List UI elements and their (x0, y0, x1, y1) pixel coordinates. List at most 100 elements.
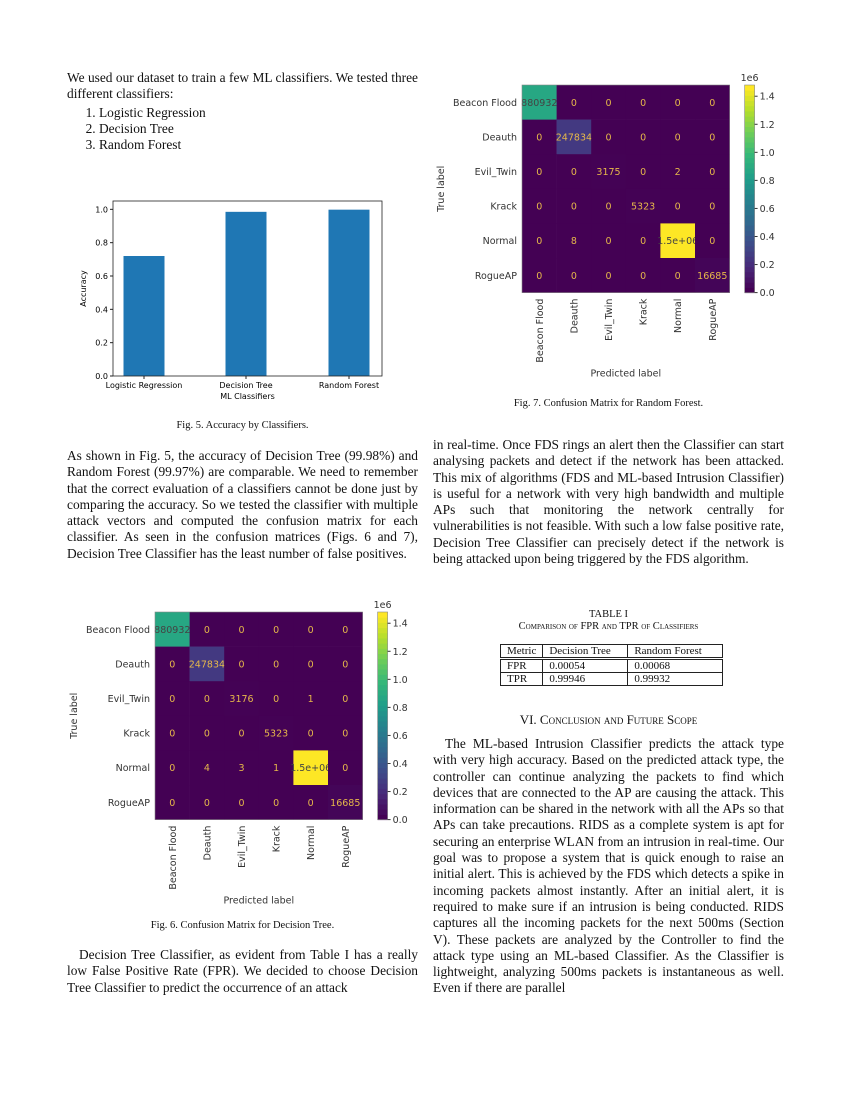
matrix-cell (591, 188, 627, 224)
table-row: FPR 0.00054 0.00068 (499, 658, 724, 673)
x-tick-label: Krack (639, 298, 650, 325)
cell-value: 0 (675, 202, 681, 213)
cell-value: 0 (605, 98, 611, 109)
colorbar-segment (744, 214, 755, 221)
colorbar-segment (744, 230, 755, 237)
matrix-cell (522, 85, 557, 120)
table-cell: 0.00068 (627, 658, 724, 673)
colorbar (377, 611, 388, 820)
colorbar-segment (744, 261, 755, 268)
matrix-cell (522, 119, 557, 155)
colorbar-segment (377, 762, 388, 769)
list-item: Logistic Regression (99, 105, 418, 121)
cell-value: 3175 (596, 167, 620, 178)
matrix-cell (258, 681, 294, 717)
x-axis-label: Predicted label (591, 369, 662, 380)
y-tick-label: RogueAP (475, 271, 517, 282)
matrix-cell (224, 681, 260, 717)
matrix-cell (660, 154, 696, 190)
cell-value: 0 (640, 167, 646, 178)
cell-value: 880932 (521, 98, 557, 109)
cell-value: 0 (640, 132, 646, 143)
matrix-cell (224, 646, 260, 682)
cell-value: 0 (273, 625, 279, 636)
cell-value: 3 (238, 763, 244, 774)
paragraph: Decision Tree Classifier, as evident fro… (67, 947, 418, 995)
table-header: Decision Tree (542, 644, 629, 659)
matrix-cell (556, 188, 592, 224)
colorbar-segment (377, 720, 388, 727)
colorbar-segment (744, 219, 755, 226)
table-title: TABLE I (588, 609, 629, 620)
cell-value: 0 (571, 271, 577, 282)
matrix-cell (258, 612, 294, 647)
cell-value: 0 (605, 132, 611, 143)
cell-value: 1 (308, 694, 314, 705)
colorbar-segment (744, 251, 755, 257)
matrix-cell (293, 715, 329, 751)
bar (328, 209, 370, 376)
matrix-cell (522, 188, 557, 224)
colorbar-segment (377, 804, 388, 810)
left-para3: Decision Tree Classifier, as evident fro… (67, 947, 418, 996)
right-para2: The ML-based Intrusion Classifier predic… (433, 736, 784, 997)
colorbar-segment (377, 783, 388, 789)
x-tick-label: Random Forest (319, 381, 379, 390)
colorbar-tick-label: 0.0 (760, 288, 775, 299)
cell-value: 0 (308, 659, 314, 670)
colorbar-segment (377, 695, 388, 701)
colorbar-segment (744, 90, 755, 96)
cell-value: 0 (169, 798, 175, 809)
y-tick-label: 0.0 (95, 372, 108, 381)
cell-value: 0 (204, 625, 210, 636)
colorbar-segment (744, 121, 755, 128)
y-tick-label: Krack (123, 729, 150, 740)
colorbar-segment (377, 798, 388, 805)
cell-value: 247834 (556, 132, 592, 143)
fig5-caption: Fig. 5. Accuracy by Classifiers. (176, 420, 309, 431)
matrix-cell (189, 612, 225, 647)
colorbar-segment (744, 110, 755, 117)
cell-value: 16685 (330, 798, 360, 809)
matrix-cell (293, 785, 329, 820)
colorbar-segment (744, 173, 755, 179)
cell-value: 0 (536, 271, 542, 282)
cell-value: 0 (308, 625, 314, 636)
x-tick-label: Beacon Flood (168, 826, 179, 890)
colorbar-segment (377, 767, 388, 774)
y-tick-label: Beacon Flood (86, 625, 150, 636)
colorbar-segment (377, 632, 388, 639)
matrix-cell (695, 85, 730, 120)
cell-value: 0 (204, 798, 210, 809)
colorbar-tick-label: 0.8 (760, 176, 775, 187)
colorbar-segment (744, 162, 755, 169)
colorbar-tick-label: 1.4 (760, 92, 775, 103)
matrix-cell (660, 223, 696, 259)
table-cell: FPR (499, 658, 544, 673)
colorbar-segment (377, 674, 388, 680)
x-tick-label: Evil_Twin (604, 299, 615, 341)
paragraph: The ML-based Intrusion Classifier predic… (433, 736, 784, 996)
colorbar-segment (377, 612, 388, 618)
colorbar-segment (744, 95, 755, 102)
colorbar-segment (744, 199, 755, 205)
colorbar-tick-label: 0.2 (393, 787, 408, 798)
y-tick-label: Normal (483, 236, 517, 247)
matrix-cell (556, 119, 592, 155)
y-tick-label: 1.0 (95, 205, 108, 214)
colorbar-segment (744, 193, 755, 200)
matrix-cell (293, 612, 329, 647)
colorbar-tick-label: 0.4 (760, 232, 775, 243)
colorbar-tick-label: 1.0 (760, 148, 775, 159)
colorbar-segment (744, 287, 755, 294)
y-tick-label: Evil_Twin (475, 167, 517, 178)
matrix-cell (155, 715, 190, 751)
colorbar (744, 84, 755, 293)
colorbar-segment (377, 814, 388, 821)
matrix-cell (328, 785, 363, 820)
colorbar-segment (377, 793, 388, 800)
matrix-cell (189, 681, 225, 717)
matrix-cell (293, 646, 329, 682)
classifier-list: Logistic Regression Decision Tree Random… (67, 105, 418, 154)
colorbar-segment (377, 700, 388, 706)
